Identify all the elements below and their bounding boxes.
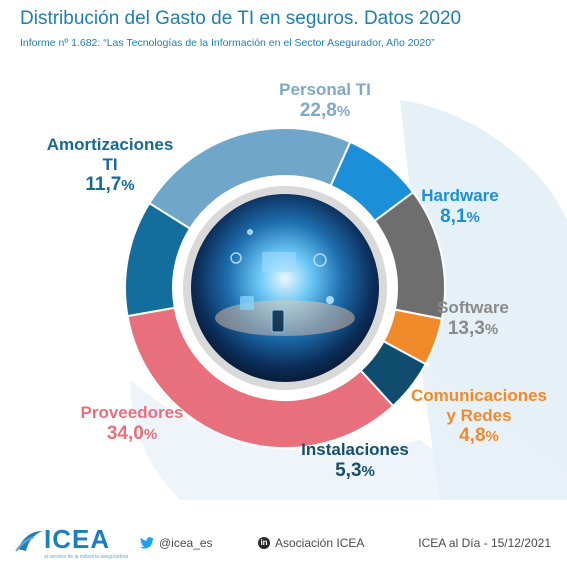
slice-name: Proveedores	[80, 403, 184, 422]
label-amortizaciones-ti: Amortizaciones TI 11,7%	[30, 135, 190, 196]
slice-name-line1: Comunicaciones	[410, 386, 548, 405]
chart-title: Distribución del Gasto de TI en seguros.…	[20, 8, 462, 29]
slice-value: 13,3	[447, 317, 485, 339]
twitter-icon	[140, 537, 154, 549]
icea-logo: ICEA al servicio de la industria asegura…	[14, 524, 128, 560]
slice-value: 11,7	[85, 174, 122, 196]
footer-date: ICEA al Día - 15/12/2021	[418, 536, 551, 550]
slice-name-line1: Amortizaciones	[46, 135, 174, 154]
slice-name: Personal TI	[279, 80, 371, 99]
label-comunicaciones-y-redes: Comunicaciones y Redes 4,8%	[396, 386, 562, 447]
slice-name: Software	[437, 298, 509, 317]
linkedin-link[interactable]: in Asociación ICEA	[258, 536, 364, 550]
background-shapes	[130, 100, 567, 500]
chart-subtitle: Informe nº 1.682: “Las Tecnologías de la…	[20, 37, 435, 49]
slice-amortizaciones-ti	[124, 201, 192, 318]
slice-value: 8,1	[440, 205, 467, 227]
center-image-details	[215, 229, 355, 336]
icea-logo-mark-icon	[15, 530, 42, 552]
twitter-handle[interactable]: @icea_es	[140, 536, 213, 550]
slice-value: 22,8	[299, 99, 337, 121]
label-software: Software 13,3%	[418, 298, 528, 339]
donut-slices	[124, 127, 446, 449]
slice-value: 4,8	[459, 425, 486, 447]
label-personal-ti: Personal TI 22,8%	[255, 80, 395, 121]
label-hardware: Hardware 8,1%	[405, 186, 515, 227]
slice-name: Instalaciones	[301, 440, 409, 459]
label-proveedores: Proveedores 34,0%	[52, 403, 212, 444]
linkedin-text: Asociación ICEA	[275, 536, 365, 550]
slice-name-line2: TI	[102, 154, 118, 174]
logo-tagline: al servicio de la industria aseguradora	[44, 554, 129, 560]
slice-value: 34,0	[106, 422, 144, 444]
slice-value: 5,3	[335, 459, 362, 481]
center-tech-image	[191, 194, 379, 382]
footer: ICEA al servicio de la industria asegura…	[0, 518, 567, 567]
slice-name: Hardware	[421, 186, 499, 205]
slice-name-line2: y Redes	[446, 405, 512, 425]
logo-text: ICEA	[44, 524, 111, 554]
slice-proveedores	[126, 306, 395, 449]
linkedin-icon: in	[258, 537, 270, 549]
label-instalaciones: Instalaciones 5,3%	[280, 440, 430, 481]
twitter-text: @icea_es	[159, 536, 213, 550]
